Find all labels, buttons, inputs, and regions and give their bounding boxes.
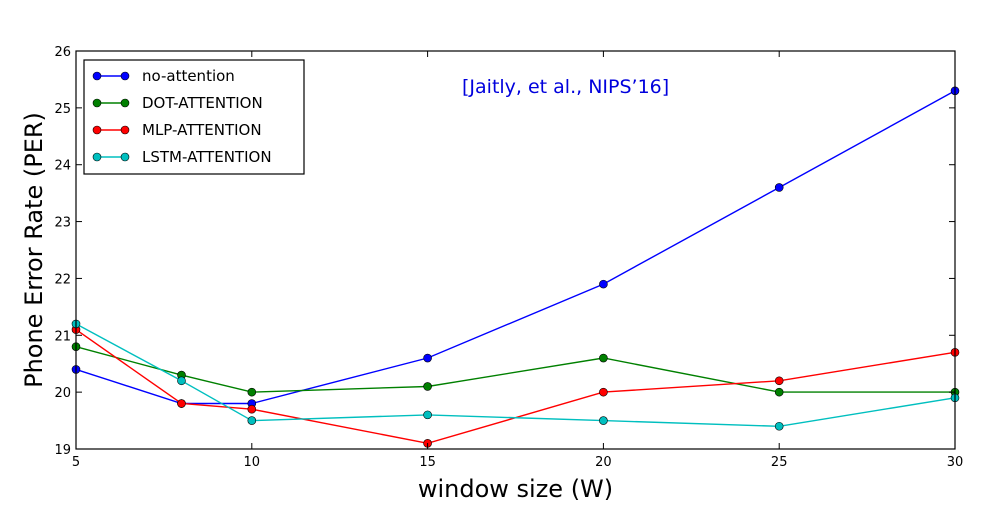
y-tick-label: 24 [54, 159, 71, 174]
series-line-mlp-attention [75, 329, 956, 445]
x-axis-title: window size (W) [418, 475, 613, 503]
x-tick-label: 15 [419, 455, 436, 470]
data-point [247, 416, 257, 425]
y-tick-label: 20 [54, 386, 71, 401]
y-axis-title: Phone Error Rate (PER) [20, 112, 48, 388]
plot-area-frame [75, 50, 956, 450]
legend-label: no-attention [142, 67, 235, 85]
legend-marker [92, 98, 102, 108]
data-point [599, 387, 608, 397]
legend-label: MLP-ATTENTION [142, 121, 262, 139]
data-point [177, 399, 186, 408]
legend: no-attention DOT-ATTENTION MLP-ATTENTION LS… [83, 59, 305, 175]
x-tick-label: 10 [244, 455, 261, 470]
x-tick-label: 20 [595, 455, 612, 470]
data-point [774, 376, 784, 386]
data-point [774, 421, 784, 431]
data-point [423, 382, 432, 391]
series-line-lstm-attention [75, 323, 956, 428]
data-point [774, 387, 784, 397]
data-point [599, 353, 608, 363]
data-point [247, 404, 257, 414]
data-point [599, 279, 608, 289]
series-line-dot-attention [75, 346, 955, 393]
x-tick-label: 30 [947, 455, 964, 470]
y-tick-label: 22 [54, 272, 71, 287]
x-tick-label: 5 [72, 455, 80, 470]
y-tick-label: 23 [54, 216, 71, 231]
x-tick-label: 25 [771, 455, 788, 470]
legend-marker [120, 152, 130, 162]
legend-marker [92, 71, 102, 81]
y-tick-label: 21 [54, 329, 71, 344]
legend-marker [120, 98, 130, 108]
legend-box [83, 59, 305, 175]
data-point [247, 387, 257, 397]
legend-label: LSTM-ATTENTION [142, 148, 272, 166]
legend-marker [120, 125, 130, 135]
data-point [599, 416, 608, 425]
citation-annotation: [Jaitly, et al., NIPS’16] [462, 76, 669, 98]
data-point [177, 376, 186, 386]
y-tick-label: 26 [54, 45, 71, 60]
data-point [774, 183, 784, 192]
legend-marker [92, 152, 102, 162]
legend-label: DOT-ATTENTION [142, 94, 263, 112]
legend-marker [120, 71, 130, 81]
y-tick-label: 19 [54, 443, 71, 458]
data-point [423, 410, 432, 420]
legend-marker [92, 125, 102, 135]
data-point [423, 353, 432, 363]
y-tick-label: 25 [54, 102, 71, 117]
